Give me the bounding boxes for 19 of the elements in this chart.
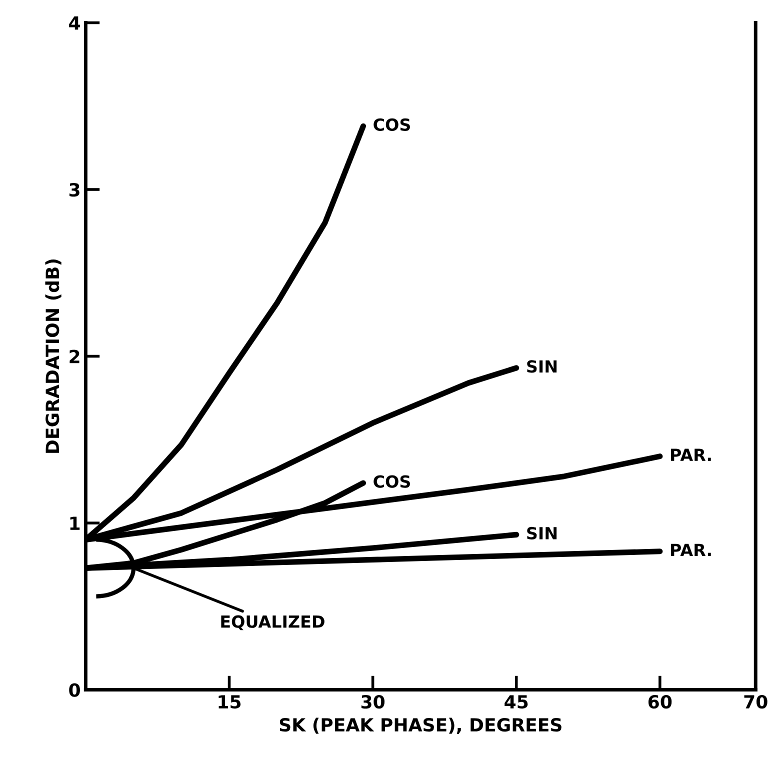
y-axis-title: DEGRADATION (dB) bbox=[45, 260, 62, 453]
series-label: PAR. bbox=[671, 544, 711, 556]
annotation: EQUALIZED bbox=[221, 615, 324, 630]
series-label: SIN bbox=[527, 360, 557, 373]
y-tick-label: 2 bbox=[70, 350, 80, 364]
series-label: COS bbox=[374, 118, 410, 131]
x-tick-label: 30 bbox=[361, 694, 385, 709]
series-label: SIN bbox=[527, 526, 557, 540]
y-tick-label: 4 bbox=[69, 16, 80, 30]
series-label: COS bbox=[374, 475, 410, 488]
y-tick-label: 0 bbox=[69, 683, 80, 697]
x-tick-label: 15 bbox=[218, 695, 241, 709]
y-tick-label: 1 bbox=[70, 516, 80, 530]
series-label: PAR. bbox=[671, 448, 711, 461]
x-tick-label: 45 bbox=[504, 695, 528, 709]
x-tick-label: 70 bbox=[744, 694, 768, 709]
x-tick-label: 60 bbox=[648, 694, 672, 709]
x-axis-title: SK (PEAK PHASE), DEGREES bbox=[280, 718, 562, 734]
y-tick-label: 3 bbox=[69, 182, 80, 197]
